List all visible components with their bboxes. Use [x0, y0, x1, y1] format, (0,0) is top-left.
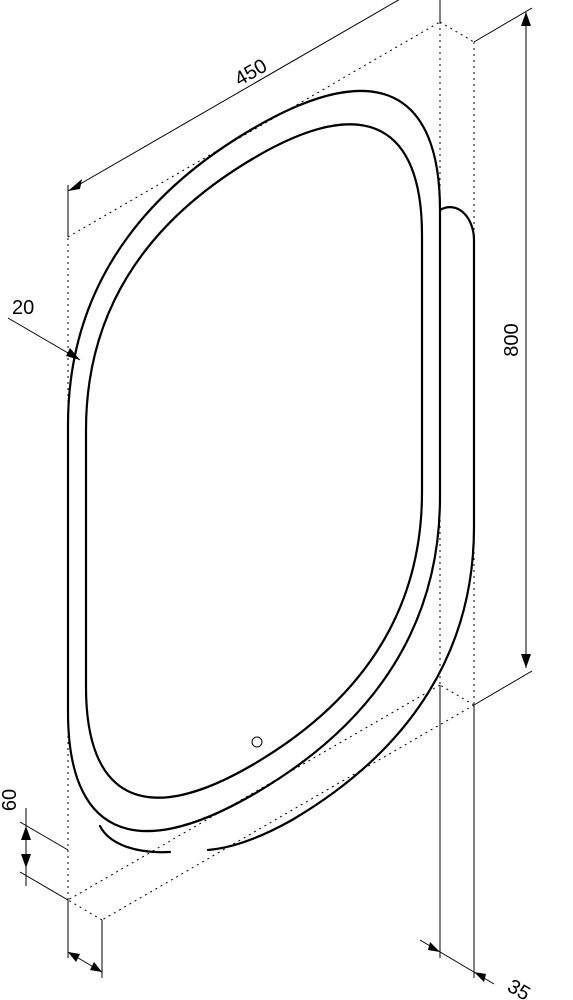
dim-height-label: 800 — [501, 323, 523, 356]
dim-frame-label: 20 — [12, 297, 34, 319]
dim-sensor-label: 60 — [0, 789, 21, 811]
